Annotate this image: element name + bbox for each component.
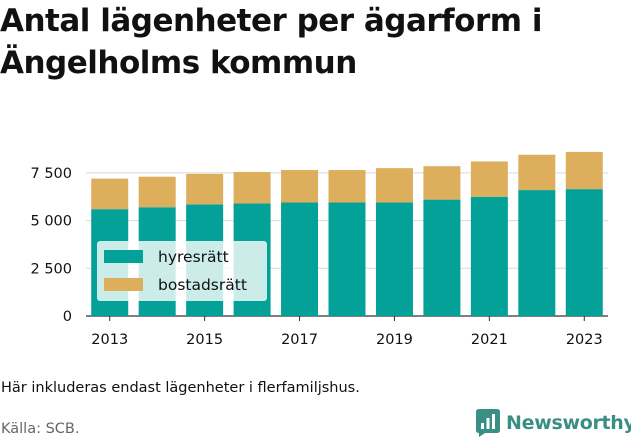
y-tick-label: 0 [63, 309, 72, 325]
brand-name: Newsworthy [506, 412, 631, 434]
logo-bar-1 [481, 423, 484, 429]
y-tick-label: 2 500 [30, 261, 72, 277]
bar-bostadsratt-2019 [375, 168, 413, 203]
newsworthy-logo-icon [476, 409, 500, 437]
bar-bostadsratt-2013 [91, 178, 129, 210]
bar-hyresratt-2019 [375, 202, 413, 316]
bar-hyresratt-2020 [423, 199, 461, 316]
bar-hyresratt-2023 [565, 189, 603, 316]
source-text: Källa: SCB. [1, 421, 80, 437]
bar-hyresratt-2022 [518, 190, 556, 316]
legend-label-bostadsratt: bostadsrätt [158, 276, 247, 294]
bar-hyresratt-2021 [470, 196, 508, 316]
bar-bostadsratt-2016 [233, 171, 271, 204]
bar-bostadsratt-2018 [328, 170, 366, 203]
x-tick-label: 2021 [471, 332, 508, 348]
brand-logo: Newsworthy [476, 408, 631, 438]
x-tick-label: 2017 [281, 332, 318, 348]
bar-bostadsratt-2022 [518, 154, 556, 191]
title-line-2: Ängelholms kommun [0, 45, 357, 81]
bar-bostadsratt-2021 [470, 161, 508, 197]
legend-swatch-hyresratt [104, 250, 143, 263]
y-tick-label: 7 500 [30, 166, 72, 182]
legend-label-hyresratt: hyresrätt [158, 248, 229, 266]
x-tick-label: 2013 [91, 332, 128, 348]
bar-bostadsratt-2020 [423, 166, 461, 200]
y-tick-label: 5 000 [30, 214, 72, 230]
bar-hyresratt-2017 [281, 202, 319, 316]
bar-bostadsratt-2017 [281, 170, 319, 203]
x-tick-label: 2023 [566, 332, 603, 348]
bar-bostadsratt-2014 [138, 176, 176, 208]
legend: hyresrätt bostadsrätt [97, 241, 267, 301]
x-tick-label: 2019 [376, 332, 413, 348]
legend-swatch-bostadsratt [104, 278, 143, 291]
bar-hyresratt-2018 [328, 202, 366, 316]
y-axis-ticks: 0 2 500 5 000 7 500 [30, 166, 72, 325]
chart-title: Antal lägenheter per ägarform i Ängelhol… [0, 0, 625, 84]
bar-bostadsratt-2015 [186, 173, 224, 205]
title-line-1: Antal lägenheter per ägarform i [0, 3, 542, 39]
footnote: Här inkluderas endast lägenheter i flerf… [1, 380, 360, 396]
logo-bar-2 [486, 418, 490, 429]
bar-bostadsratt-2023 [565, 151, 603, 190]
x-axis-ticks: 2013 2015 2017 2019 2021 2023 [91, 316, 603, 348]
bar-chart: 0 2 500 5 000 7 500 2013 2015 2017 2019 2021 202… [30, 151, 608, 348]
x-tick-label: 2015 [186, 332, 223, 348]
logo-bar-3 [492, 414, 495, 429]
